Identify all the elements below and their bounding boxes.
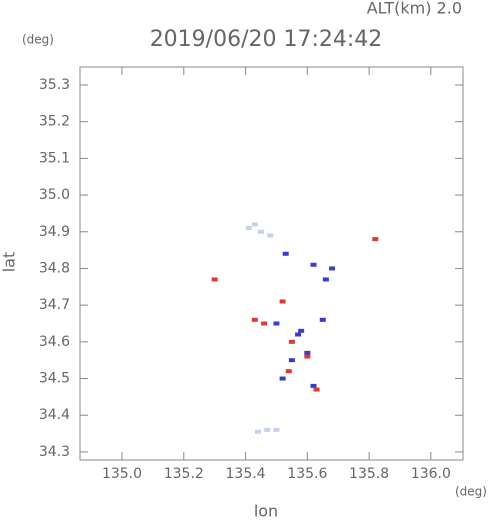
x-tick-label: 135.0 [102,466,142,482]
echo-point [285,369,292,374]
y-tick-label: 34.6 [39,334,70,350]
x-tick-label: 135.8 [349,466,389,482]
echo-point [257,229,264,234]
altitude-label: ALT(km) 2.0 [367,0,462,18]
echo-point [313,387,320,392]
echo-point [372,237,379,242]
echo-point [288,339,295,344]
y-tick-label: 35.1 [39,150,70,166]
y-axis-label: lat [0,252,19,273]
x-unit: (deg) [455,485,487,499]
echo-point [264,427,271,432]
echo-point [288,358,295,363]
y-tick-label: 34.7 [39,297,70,313]
echo-point [298,328,305,333]
echo-point [251,222,258,227]
echo-point [251,317,258,322]
plot-frame [79,66,464,461]
echo-point [295,332,302,337]
echo-point [304,350,311,355]
y-unit: (deg) [22,33,54,47]
echo-point [282,251,289,256]
echo-point [211,277,218,282]
y-tick-label: 34.8 [39,260,70,276]
echo-point [245,226,252,231]
chart-title: 2019/06/20 17:24:42 [150,27,383,52]
y-tick-label: 34.4 [39,407,70,423]
x-tick-label: 136.0 [411,466,451,482]
echo-point [329,266,336,271]
echo-point [273,427,280,432]
x-tick-label: 135.4 [226,466,266,482]
echo-point [304,354,311,359]
echo-point [273,321,280,326]
x-tick-label: 135.2 [164,466,204,482]
y-tick-label: 35.2 [39,114,70,130]
x-tick-label: 135.6 [287,466,327,482]
echo-point [254,429,261,434]
y-tick-label: 34.3 [39,444,70,460]
echo-point [319,317,326,322]
echo-point [261,321,268,326]
echo-point [267,233,274,238]
y-tick-label: 35.3 [39,77,70,93]
echo-point [322,277,329,282]
y-tick-label: 34.9 [39,224,70,240]
x-axis-label: lon [254,502,278,521]
echo-point [310,383,317,388]
y-tick-label: 34.5 [39,371,70,387]
echo-point [279,299,286,304]
echo-point [310,262,317,267]
echo-point [279,376,286,381]
y-tick-label: 35.0 [39,187,70,203]
